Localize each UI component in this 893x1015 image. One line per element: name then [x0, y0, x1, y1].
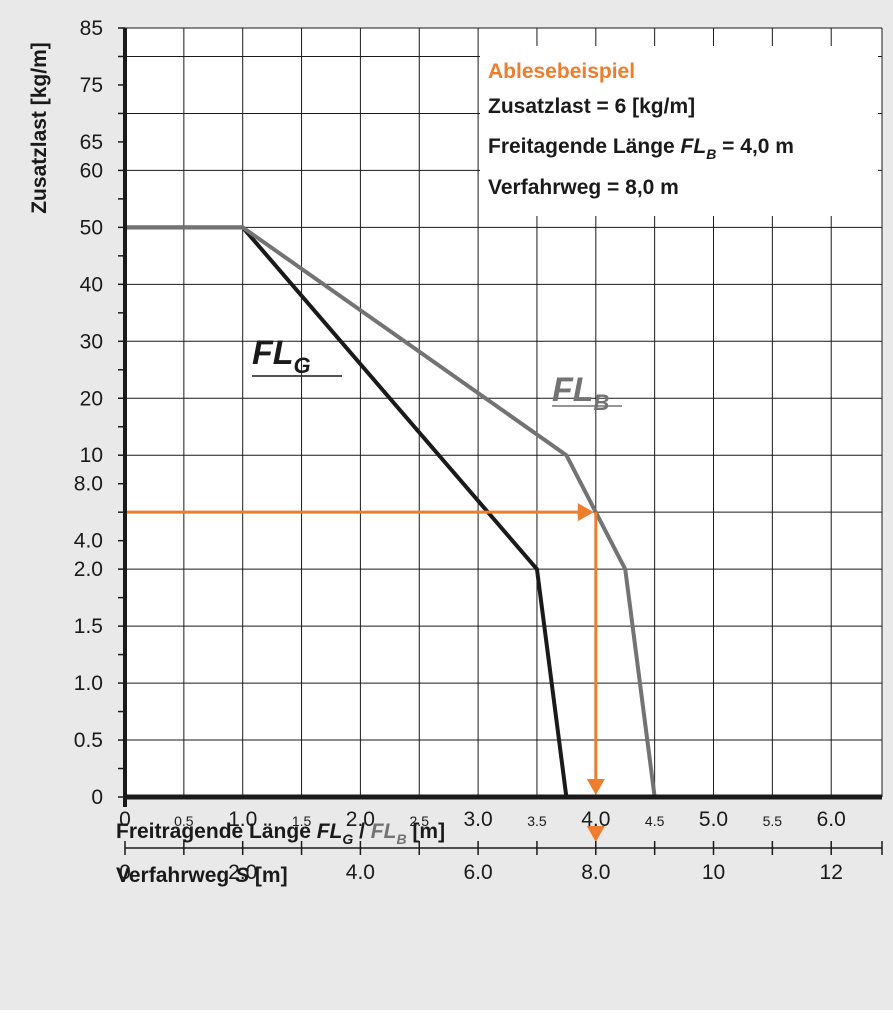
legend-title: Ablesebeispiel — [488, 60, 635, 83]
y-tick-label: 60 — [80, 159, 103, 182]
y-tick-label: 20 — [80, 387, 103, 410]
grid — [124, 27, 883, 798]
legend-box — [480, 46, 878, 216]
series-lines — [125, 225, 657, 798]
x-axis-title-sub1: G — [342, 831, 353, 847]
secondary-tick-label: 12 — [820, 861, 843, 884]
x-axis-title-var2: FL — [371, 820, 397, 843]
legend-length-suffix: = 4,0 m — [716, 135, 794, 158]
y-tick-label: 10 — [80, 444, 103, 467]
secondary-axis-title-prefix: Verfahrweg — [116, 864, 235, 887]
x-axis-title-prefix: Freitragende Länge — [116, 820, 317, 843]
y-tick-label: 40 — [80, 273, 103, 296]
secondary-tick-label: 0 — [119, 861, 131, 884]
series-label-flg-main: FL — [252, 334, 294, 372]
x-tick-label: 3.0 — [463, 808, 492, 831]
y-tick-label: 1.5 — [74, 615, 103, 638]
series-label-flb-sub: B — [594, 390, 610, 415]
secondary-tick-label: 8.0 — [581, 861, 610, 884]
y-tick-label: 8.0 — [74, 473, 103, 496]
example-arrows — [125, 503, 605, 842]
x-axis-title-sub2: B — [396, 831, 406, 847]
secondary-axis-title: Verfahrweg S [m] — [116, 864, 288, 887]
series-label-flb: FLB — [552, 371, 610, 415]
series-label-flg: FLG — [252, 334, 311, 378]
x-tick-label-minor: 2.5 — [410, 813, 430, 829]
series-label-flg-sub: G — [294, 353, 311, 378]
legend-line-travel: Verfahrweg = 8,0 m — [488, 176, 679, 199]
example-arrowhead-secondary — [586, 826, 605, 842]
example-arrowhead-down — [586, 779, 605, 795]
x-axis-title: Freitragende Länge FLG / FLB [m] — [116, 820, 445, 847]
x-axis-title-suffix: [m] — [407, 820, 446, 843]
y-tick-label: 4.0 — [74, 530, 103, 553]
x-tick-label: 5.0 — [699, 808, 728, 831]
x-axis-title-sep: / — [353, 820, 371, 843]
legend-line-length: Freitagende Länge FLB = 4,0 m — [488, 135, 794, 162]
legend-length-var: FL — [681, 135, 707, 158]
series-label-flb-main: FL — [552, 371, 594, 409]
x-tick-label-minor: 5.5 — [763, 813, 783, 829]
y-tick-label: 50 — [80, 216, 103, 239]
x-tick-label-minor: 3.5 — [527, 813, 547, 829]
tick-labels: 0 0.5 1.0 1.5 2.0 4.0 8.0 10 20 30 40 50 60 65 75 85 0 1.… — [74, 17, 846, 831]
x-tick-label-minor: 4.5 — [645, 813, 665, 829]
secondary-axis: 0 2.0 4.0 6.0 8.0 10 12 — [119, 841, 883, 884]
y-tick-label: 1.0 — [74, 672, 103, 695]
y-tick-label: 2.0 — [74, 558, 103, 581]
x-axis-title-var1: FL — [317, 820, 343, 843]
y-tick-label: 0 — [91, 786, 103, 809]
series-line-fl-b — [125, 225, 657, 798]
secondary-tick-label: 2.0 — [228, 861, 257, 884]
y-tick-label: 75 — [80, 74, 103, 97]
secondary-tick-label: 4.0 — [346, 861, 375, 884]
y-tick-label: 85 — [80, 17, 103, 40]
legend-length-prefix: Freitagende Länge — [488, 135, 681, 158]
y-axis-title: Zusatzlast [kg/m] — [28, 42, 51, 214]
x-tick-label: 4.0 — [581, 808, 610, 831]
x-tick-label-minor: 1.5 — [292, 813, 312, 829]
x-tick-label: 1.0 — [228, 808, 257, 831]
x-tick-label: 0 — [119, 808, 131, 831]
x-tick-label: 6.0 — [817, 808, 846, 831]
legend-length-sub: B — [706, 146, 716, 162]
axes — [118, 27, 882, 807]
example-arrowhead-right — [577, 503, 594, 522]
x-tick-label-minor: 0.5 — [174, 813, 194, 829]
y-tick-label: 30 — [80, 330, 103, 353]
secondary-tick-label: 6.0 — [463, 861, 492, 884]
y-tick-label: 0.5 — [74, 729, 103, 752]
secondary-axis-title-var: S — [235, 864, 249, 887]
secondary-tick-label: 10 — [702, 861, 725, 884]
y-tick-label: 65 — [80, 131, 103, 154]
x-tick-label: 2.0 — [346, 808, 375, 831]
legend-line-load: Zusatzlast = 6 [kg/m] — [488, 95, 695, 118]
secondary-axis-title-suffix: [m] — [249, 864, 288, 887]
